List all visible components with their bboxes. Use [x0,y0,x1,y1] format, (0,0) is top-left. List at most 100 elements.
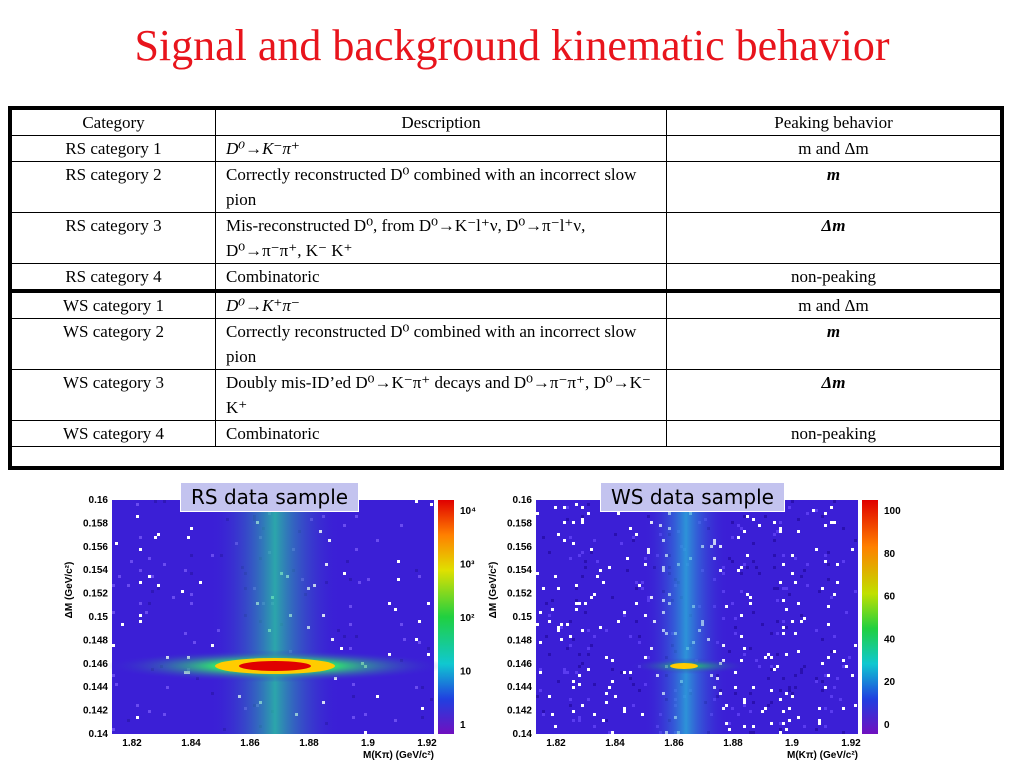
noise-pixel [581,575,584,578]
noise-pixel [581,515,584,518]
noise-pixel [539,611,542,614]
noise-pixel [818,590,821,593]
noise-pixel [187,536,190,539]
noise-pixel [779,527,782,530]
noise-pixel [749,596,752,599]
noise-pixel [773,533,776,536]
noise-pixel [815,509,818,512]
noise-pixel [734,617,737,620]
row-description: Combinatoric [215,263,667,292]
ws-colorbar-tick-label: 60 [884,592,896,603]
noise-pixel [746,593,749,596]
noise-pixel [818,707,821,710]
noise-pixel [575,599,578,602]
noise-pixel [349,605,352,608]
noise-pixel [794,557,797,560]
noise-pixel [785,692,788,695]
noise-pixel [148,710,151,713]
row-category: RS category 1 [12,135,216,162]
ws-colorbar-tick-label: 40 [884,634,896,645]
noise-pixel [818,722,821,725]
noise-pixel [629,671,632,674]
noise-pixel [758,665,761,668]
noise-pixel [743,647,746,650]
noise-pixel [430,503,433,506]
noise-pixel [349,647,352,650]
noise-pixel [578,719,581,722]
noise-pixel [806,512,809,515]
noise-pixel [548,551,551,554]
noise-pixel [614,533,617,536]
noise-pixel [427,602,430,605]
noise-pixel [779,689,782,692]
noise-pixel [734,692,737,695]
noise-pixel [830,596,833,599]
noise-pixel [620,671,623,674]
row-category: RS category 4 [12,263,216,292]
noise-pixel [743,704,746,707]
noise-pixel [581,662,584,665]
noise-pixel [767,653,770,656]
noise-pixel [623,614,626,617]
noise-pixel [400,524,403,527]
noise-pixel [536,695,539,698]
noise-pixel [797,530,800,533]
noise-pixel [833,686,836,689]
noise-pixel [788,686,791,689]
noise-pixel [415,686,418,689]
noise-pixel [851,548,854,551]
noise-pixel [635,533,638,536]
noise-pixel [548,620,551,623]
noise-pixel [764,707,767,710]
noise-pixel [587,653,590,656]
ws-x-tick-label: 1.9 [785,738,799,749]
noise-pixel [578,674,581,677]
noise-pixel [569,536,572,539]
noise-pixel [839,698,842,701]
ws-y-tick-label: 0.14 [513,729,533,740]
noise-pixel [815,680,818,683]
noise-pixel [572,680,575,683]
noise-pixel [193,641,196,644]
ws-y-axis-label: ΔM (GeV/c²) [488,562,499,619]
row-category: RS category 2 [12,161,216,213]
noise-pixel [752,725,755,728]
noise-pixel [632,536,635,539]
noise-pixel [740,590,743,593]
noise-pixel [593,539,596,542]
noise-pixel [430,698,433,701]
noise-pixel [139,620,142,623]
noise-pixel [115,542,118,545]
ws-y-tick-label: 0.146 [507,659,532,670]
noise-pixel [779,731,782,734]
noise-pixel [629,635,632,638]
rs-colorbar-tick-label: 10³ [460,560,475,571]
noise-pixel [542,587,545,590]
noise-pixel [139,602,142,605]
noise-pixel [536,572,539,575]
noise-pixel [148,602,151,605]
noise-pixel [821,638,824,641]
noise-pixel [833,635,836,638]
noise-pixel [587,647,590,650]
noise-pixel [782,722,785,725]
noise-pixel [821,680,824,683]
noise-pixel [584,560,587,563]
noise-pixel [737,524,740,527]
noise-pixel [806,563,809,566]
noise-pixel [791,572,794,575]
noise-pixel [842,527,845,530]
header-description: Description [215,110,667,136]
noise-pixel [593,683,596,686]
noise-pixel [785,587,788,590]
noise-pixel [635,587,638,590]
noise-pixel [782,632,785,635]
noise-pixel [602,581,605,584]
rs-y-tick-label: 0.158 [83,518,108,529]
category-table: Category Description Peaking behavior RS… [12,110,1000,447]
noise-pixel [581,518,584,521]
noise-pixel [352,683,355,686]
noise-pixel [617,512,620,515]
row-peaking: m [666,161,1000,213]
noise-pixel [803,665,806,668]
